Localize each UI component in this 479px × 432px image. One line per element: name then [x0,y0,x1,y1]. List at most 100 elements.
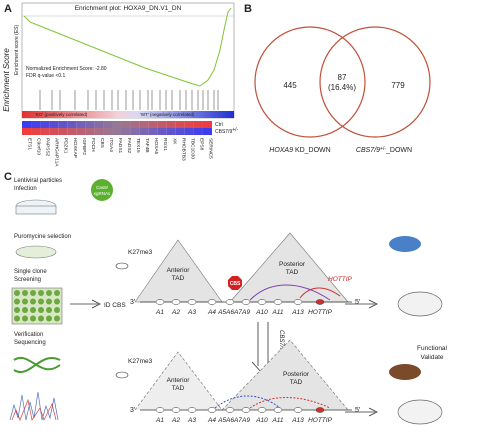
loop [249,284,331,301]
chromatogram [9,391,59,421]
row-label: CBS7/9+/- [215,127,239,135]
loop [214,395,281,409]
k27-mark [115,371,129,379]
y-label: Enrichment Score [2,48,11,112]
well [14,315,20,322]
row-label: Ctrl [215,122,223,128]
heat-cell [130,121,140,128]
step-label: Infection [14,186,37,192]
gene-box [241,407,251,413]
gene-label: FADS1 [117,138,123,154]
gene-label: HOTTIP [308,309,332,316]
gene-label: RGS1 [162,138,168,151]
gene-label: A1 [155,417,164,424]
venn-circle [254,26,366,138]
k27-label: K27me3 [128,358,153,365]
well [22,315,28,322]
wt-label: 'WT' (negatively correlated) [140,112,195,117]
plot-title: Enrichment plot: HOXA9_DN.V1_DN [75,5,182,12]
heat-cell [76,128,86,135]
gene-label: A3 [187,309,196,316]
gene-label: A3 [187,417,196,424]
heat-cell [103,121,113,128]
gene-box [171,299,181,305]
heat-cell [175,121,185,128]
heat-cell [85,128,95,135]
heat-cell [184,128,194,135]
step-label: Screening [14,277,41,283]
y-label: Enrichment score (ES) [14,25,20,76]
chromatogram [11,398,57,421]
well [38,307,44,313]
cells [389,364,421,380]
gene-label: A2 [171,417,180,424]
heat-cell [130,128,140,135]
panel-letter: C [4,171,12,183]
gene-label: HOXKAP [72,138,78,158]
well [38,298,44,305]
well [22,307,28,313]
gene-label: HOXA5 [153,138,159,155]
es-curve [23,7,232,87]
gene-label: A10 [255,417,268,424]
well [54,315,60,322]
gene-label: A2 [171,309,180,316]
gene-label: TBC1D30 [189,138,195,159]
well [14,290,20,296]
well [22,298,28,305]
heat-cell [94,121,104,128]
gene-box [241,299,251,305]
set-label: HOXA9 KD_DOWN [269,147,330,154]
hottip-label: HOTTIP [328,276,352,283]
heat-cell [139,128,149,135]
gene-box [155,299,165,305]
well [14,298,20,305]
well-plate [11,287,63,325]
heat-cell [148,128,158,135]
well [38,290,44,296]
gene-box [207,299,217,305]
tad-label: TAD [286,269,299,276]
heat-cell [31,121,41,128]
heat-cell [40,128,50,135]
dish [15,205,57,215]
validate-label: Validate [420,354,443,361]
gene-label: A9 [241,417,250,424]
well [30,298,36,305]
venn-count: 87 [338,73,347,82]
gene-label: CBS [99,138,105,148]
gene-box [187,407,197,413]
cells [389,236,421,252]
heat-cell [67,121,77,128]
well [46,307,52,313]
gene-label: SERINC5 [207,138,213,159]
heatmap [22,121,212,135]
row-label-sup: +/- [232,127,238,133]
venn-pct: (16.4%) [328,83,356,92]
gene-label: FADS2 [126,138,132,154]
cbs-octagon [228,276,242,290]
heat-cell [157,121,167,128]
step-label: Lentiviral particles [14,178,62,184]
heat-cell [121,128,131,135]
locus: 3' 5' A1 A2 A3 A4 A5A6A7 A9 A10 A11 A13 HOTTIP [130,407,360,424]
gene-label: A11 [271,417,283,424]
panel-letter: A [4,3,12,15]
heat-cell [112,121,122,128]
step-label: Sequencing [14,340,46,346]
gene-box [293,299,303,305]
gene-box [315,407,325,413]
gene-box [171,407,181,413]
heat-cell [148,121,158,128]
heat-cell [184,121,194,128]
set-label-gene: HOXA9 [269,147,293,154]
venn-count: 445 [283,81,297,90]
cas9-virus [91,179,113,201]
heat-cell [67,128,77,135]
plot-frame [21,2,235,119]
well [30,290,36,296]
set-label: CBS7/9+/-_DOWN [356,146,412,154]
cas9-label: Cas9/ [96,185,109,190]
well [22,290,28,296]
